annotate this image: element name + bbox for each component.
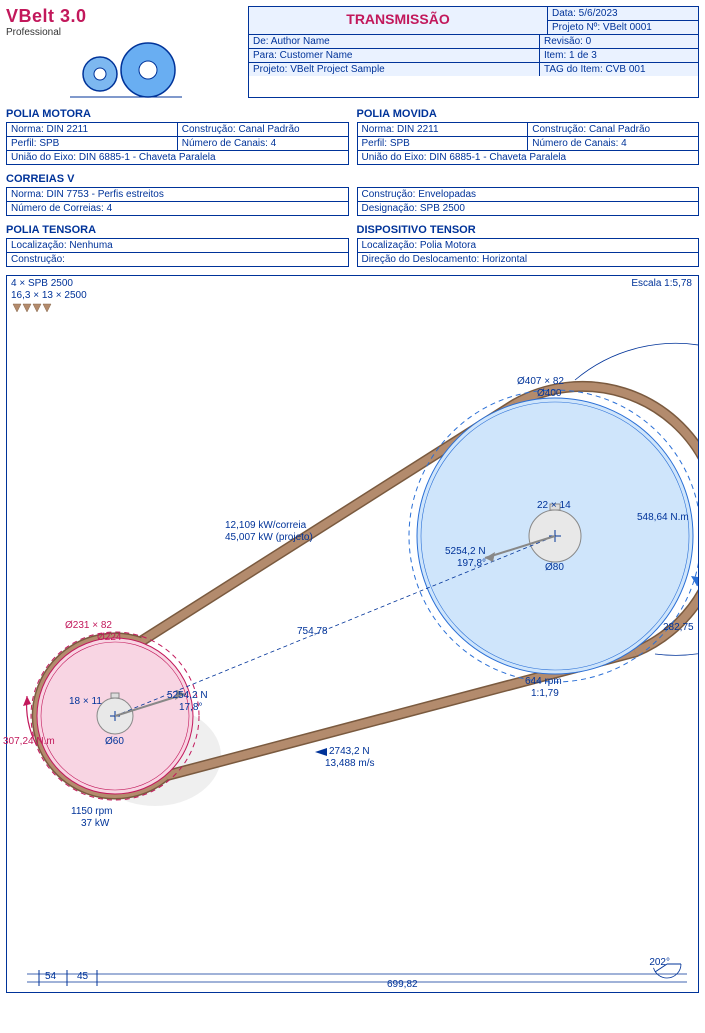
header-tag: TAG do Item: CVB 001 <box>539 63 698 76</box>
power-total: 45,007 kW (projeto) <box>225 532 313 543</box>
correias-construcao: Construção: Envelopadas <box>358 188 699 201</box>
motor-angle: 17,8° <box>179 702 202 713</box>
drawing-area: 4 × SPB 2500 16,3 × 13 × 2500 Escala 1:5… <box>6 275 699 993</box>
power-per: 12,109 kW/correia <box>225 520 306 531</box>
driven-dim-top2: Ø400 <box>537 388 561 399</box>
motor-hub-dia: Ø60 <box>105 736 124 747</box>
motora-construcao: Construção: Canal Padrão <box>177 123 348 136</box>
motor-force: 5254,2 N <box>167 690 208 701</box>
header-projeto-no: Projeto Nº: VBelt 0001 <box>548 21 698 34</box>
driven-rpm: 644 rpm <box>525 676 562 687</box>
header-de: De: Author Name <box>249 35 539 48</box>
motor-dim-top: Ø231 × 82 <box>65 620 112 631</box>
belt-dim: 16,3 × 13 × 2500 <box>11 290 87 301</box>
driven-torque: 548,64 N.m <box>637 512 689 523</box>
header-para: Para: Customer Name <box>249 49 539 62</box>
driven-ratio: 1:1,79 <box>531 688 559 699</box>
logo-pulleys-icon <box>64 40 184 98</box>
movida-construcao: Construção: Canal Padrão <box>527 123 698 136</box>
motor-key: 18 × 11 <box>69 696 102 707</box>
movida-uniao: União do Eixo: DIN 6885-1 - Chaveta Para… <box>358 151 699 164</box>
motora-norma: Norma: DIN 2211 <box>7 123 177 136</box>
driven-force: 5254,2 N <box>445 546 486 557</box>
tensora-loc: Localização: Nenhuma <box>7 239 348 252</box>
sec-title-movida: POLIA MOVIDA <box>357 108 700 120</box>
driven-dim-top: Ø407 × 82 <box>517 376 564 387</box>
footer-dim3: 699,82 <box>387 979 418 990</box>
sec-title-dispositivo: DISPOSITIVO TENSOR <box>357 224 700 236</box>
doc-title: TRANSMISSÃO <box>249 7 547 34</box>
motor-torque: 307,24 N.m <box>3 736 55 747</box>
correias-n: Número de Correias: 4 <box>7 202 348 215</box>
sec-title-correias: CORREIAS V <box>6 173 699 185</box>
disp-dir: Direção do Deslocamento: Horizontal <box>358 253 699 266</box>
correias-designacao: Designação: SPB 2500 <box>358 202 699 215</box>
disp-loc: Localização: Polia Motora <box>358 239 699 252</box>
movida-norma: Norma: DIN 2211 <box>358 123 528 136</box>
app-subtitle: Professional <box>6 27 242 38</box>
footer-dim1: 54 <box>45 971 56 982</box>
movida-canais: Número de Canais: 4 <box>527 137 698 150</box>
header-revisao: Revisão: 0 <box>539 35 698 48</box>
footer-dim2: 45 <box>77 971 88 982</box>
sec-title-tensora: POLIA TENSORA <box>6 224 349 236</box>
correias-norma: Norma: DIN 7753 - Perfis estreitos <box>7 188 348 201</box>
belt-speed: 13,488 m/s <box>325 758 374 769</box>
motora-uniao: União do Eixo: DIN 6885-1 - Chaveta Para… <box>7 151 348 164</box>
belt-force: 2743,2 N <box>329 746 370 757</box>
app-title: VBelt 3.0 <box>6 6 87 26</box>
belt-spec: 4 × SPB 2500 <box>11 278 73 289</box>
header-box: TRANSMISSÃO Data: 5/6/2023 Projeto Nº: V… <box>248 6 699 98</box>
tensora-constr: Construção: <box>7 253 348 266</box>
footer-angle: 202° <box>649 957 670 968</box>
driven-hub-dia: Ø80 <box>545 562 564 573</box>
driven-arc: 282,75 <box>663 622 694 633</box>
header-data: Data: 5/6/2023 <box>548 7 698 21</box>
center-dist: 754,78 <box>297 626 328 637</box>
escala: Escala 1:5,78 <box>631 278 692 289</box>
motora-canais: Número de Canais: 4 <box>177 137 348 150</box>
movida-perfil: Perfil: SPB <box>358 137 528 150</box>
motora-perfil: Perfil: SPB <box>7 137 177 150</box>
driven-angle: 197,8° <box>457 558 486 569</box>
motor-dim-top2: Ø224 <box>97 632 121 643</box>
sec-title-motora: POLIA MOTORA <box>6 108 349 120</box>
header-item: Item: 1 de 3 <box>539 49 698 62</box>
driven-key: 22 × 14 <box>537 500 571 511</box>
logo-block: VBelt 3.0 Professional <box>6 6 242 98</box>
motor-rpm: 1150 rpm <box>71 806 113 817</box>
motor-power: 37 kW <box>81 818 109 829</box>
header-projeto: Projeto: VBelt Project Sample <box>249 63 539 76</box>
